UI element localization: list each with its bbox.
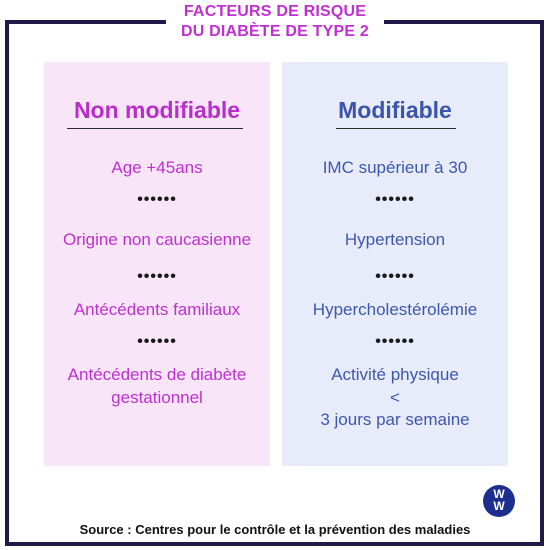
heading-underline [67, 128, 243, 129]
heading-underline [336, 128, 456, 129]
risk-factor-family-history: Antécédents familiaux [73, 300, 241, 319]
risk-factor-bmi: IMC supérieur à 30 [322, 158, 468, 177]
logo-letter-bottom: W [493, 499, 505, 513]
infographic-title: FACTEURS DE RISQUE DU DIABÈTE DE TYPE 2 [166, 2, 384, 42]
risk-factor-cholesterol: Hypercholestérolémie [312, 300, 478, 319]
separator-dots: •••••• [375, 268, 415, 285]
ww-logo: W W [483, 485, 515, 517]
separator-dots: •••••• [137, 191, 177, 208]
risk-factor-activity-line2: < [390, 388, 400, 407]
risk-factor-age: Age +45ans [111, 158, 203, 177]
risk-factor-gestational-line2: gestationnel [111, 388, 203, 407]
source-caption: Source : Centres pour le contrôle et la … [79, 522, 471, 537]
logo-letter-top: W [493, 487, 505, 501]
title-line-1: FACTEURS DE RISQUE [183, 3, 367, 20]
modifiable-heading: Modifiable [338, 97, 452, 123]
non-modifiable-column: Non modifiable Age +45ans •••••• Origine… [44, 62, 270, 466]
title-line-2: DU DIABÈTE DE TYPE 2 [180, 23, 370, 40]
separator-dots: •••••• [137, 268, 177, 285]
risk-factor-gestational-line1: Antécédents de diabète [67, 365, 247, 384]
modifiable-column: Modifiable IMC supérieur à 30 •••••• Hyp… [282, 62, 508, 466]
separator-dots: •••••• [137, 333, 177, 350]
risk-factor-activity-line3: 3 jours par semaine [320, 410, 470, 429]
risk-factor-hypertension: Hypertension [344, 230, 446, 249]
non-modifiable-heading: Non modifiable [73, 97, 241, 123]
risk-factor-origin: Origine non caucasienne [62, 230, 252, 249]
separator-dots: •••••• [375, 333, 415, 350]
risk-factor-activity-line1: Activité physique [331, 365, 459, 384]
separator-dots: •••••• [375, 191, 415, 208]
